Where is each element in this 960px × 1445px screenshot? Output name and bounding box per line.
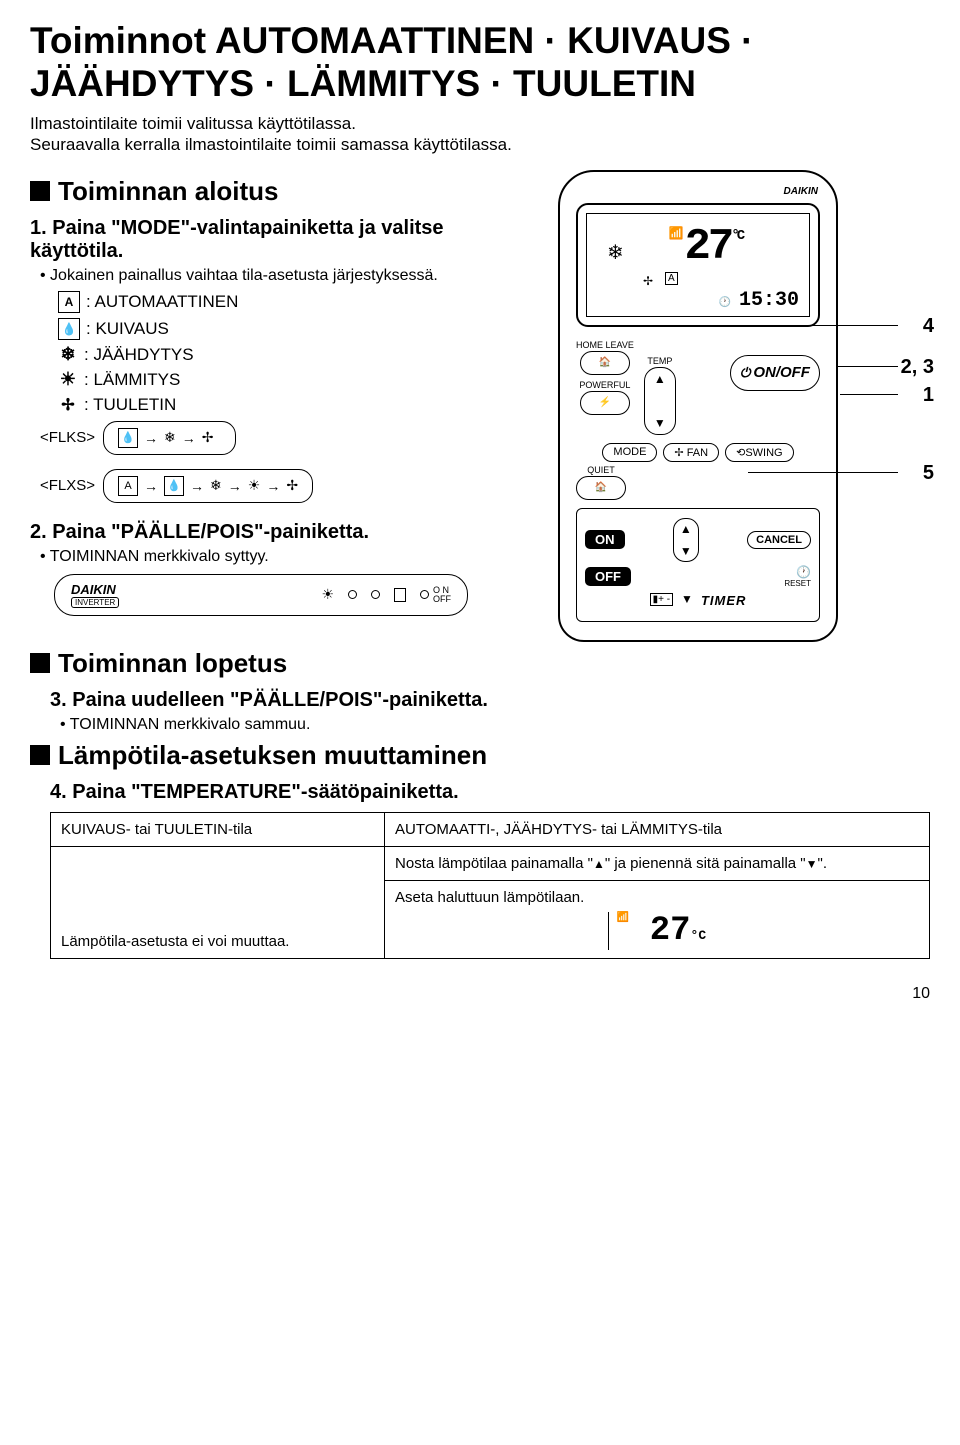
signal-icon: 📶 (669, 226, 681, 241)
clock-icon: 🕐 (719, 297, 731, 308)
led-icon (348, 590, 357, 599)
table-row: KUIVAUS- tai TUULETIN-tila AUTOMAATTI-, … (51, 812, 930, 846)
callout-4: 4 (923, 315, 934, 338)
down-icon: ▼ (681, 592, 693, 606)
cool-icon: ❄ (58, 345, 78, 365)
auto-icon: A (665, 272, 678, 285)
lcd-display: ❄ 📶 27 °C ✢ A 🕐 15:30 (576, 203, 820, 327)
step-4: 4. Paina "TEMPERATURE"-säätöpainiketta. (50, 781, 930, 804)
swing-icon: ⟲ (736, 447, 745, 459)
temperature-table: KUIVAUS- tai TUULETIN-tila AUTOMAATTI-, … (50, 812, 930, 959)
quiet-button[interactable]: 🏠 (576, 476, 626, 500)
modes-list: A: AUTOMAATTINEN 💧: KUIVAUS ❄: JÄÄHDYTYS… (58, 291, 530, 415)
timer-updown[interactable]: ▲ ▼ (673, 518, 699, 562)
dry-icon: 💧 (118, 428, 138, 448)
powerful-label: POWERFUL (579, 381, 630, 390)
page-number: 10 (30, 985, 930, 1003)
up-icon[interactable]: ▲ (680, 522, 692, 536)
square-bullet-icon (30, 745, 50, 765)
lcd-time: 15:30 (739, 289, 799, 312)
temp-down-icon[interactable]: ▼ (654, 416, 666, 430)
leader-line (748, 472, 898, 473)
up-triangle-icon: ▲ (593, 857, 605, 871)
temp-label: TEMP (647, 357, 672, 366)
flxs-sequence: <FLXS> A→ 💧→ ❄→ ☀→ ✢ (40, 469, 530, 503)
section-start: Toiminnan aloitus (30, 176, 530, 207)
daikin-logo: DAIKIN (784, 186, 818, 197)
step-2-note: TOIMINNAN merkkivalo syttyy. (52, 548, 530, 566)
reset-label: RESET (784, 579, 811, 588)
page-title: Toiminnot AUTOMAATTINEN · KUIVAUS · JÄÄH… (30, 20, 930, 105)
dry-icon: 💧 (164, 476, 184, 496)
remote-control: DAIKIN ❄ 📶 27 °C ✢ A 🕐 15:30 (558, 170, 838, 642)
timer-off-button[interactable]: OFF (585, 567, 631, 586)
auto-icon: A (58, 291, 80, 313)
table-cell: Nosta lämpötilaa painamalla "▲" ja piene… (385, 846, 930, 880)
leader-line (770, 325, 898, 326)
square-bullet-icon (30, 181, 50, 201)
table-cell: KUIVAUS- tai TUULETIN-tila (51, 812, 385, 846)
swing-button[interactable]: ⟲SWING (725, 443, 794, 462)
onoff-button[interactable]: ⏻ ON/OFF (730, 355, 820, 391)
temp-up-icon[interactable]: ▲ (654, 372, 666, 386)
inverter-badge: INVERTER (71, 597, 119, 608)
table-cell: Aseta haluttuun lämpötilaan. 📶 27°C (385, 880, 930, 958)
quiet-label: QUIET (587, 466, 615, 475)
sensor-icon (394, 588, 406, 602)
fan-icon: ✢ (58, 395, 78, 415)
timer-on-button[interactable]: ON (585, 530, 625, 549)
home-leave-button[interactable]: 🏠 (580, 351, 630, 375)
step-3: 3. Paina uudelleen "PÄÄLLE/POIS"-painike… (50, 689, 930, 712)
callout-23: 2, 3 (901, 356, 934, 379)
flks-sequence: <FLKS> 💧→ ❄→ ✢ (40, 421, 530, 455)
table-row: Lämpötila-asetusta ei voi muuttaa. Nosta… (51, 846, 930, 880)
sun-icon: ☀ (321, 586, 334, 603)
home-leave-label: HOME LEAVE (576, 341, 634, 350)
mode-button[interactable]: MODE (602, 443, 657, 462)
step-3-note: TOIMINNAN merkkivalo sammuu. (72, 716, 930, 734)
cool-icon: ❄ (607, 240, 624, 265)
daikin-logo: DAIKIN (71, 582, 119, 597)
section-stop: Toiminnan lopetus (30, 648, 930, 679)
fan-button[interactable]: ✢ FAN (663, 443, 719, 462)
auto-icon: A (118, 476, 138, 496)
powerful-button[interactable]: ⚡ (580, 391, 630, 415)
led-icon (371, 590, 380, 599)
step-2: 2. Paina "PÄÄLLE/POIS"-painiketta. (30, 521, 530, 544)
signal-icon: 📶 (617, 913, 629, 924)
leader-line (840, 394, 898, 395)
table-cell: Lämpötila-asetusta ei voi muuttaa. (51, 846, 385, 958)
table-cell: AUTOMAATTI-, JÄÄHDYTYS- tai LÄMMITYS-til… (385, 812, 930, 846)
callout-5: 5 (923, 462, 934, 485)
battery-icon: ▮+ - (650, 593, 673, 606)
dry-icon: 💧 (58, 318, 80, 340)
square-bullet-icon (30, 653, 50, 673)
down-icon[interactable]: ▼ (680, 544, 692, 558)
callout-1: 1 (923, 384, 934, 407)
table-temp-value: 27 (650, 912, 691, 950)
heat-icon: ☀ (58, 370, 78, 390)
temp-rocker[interactable]: ▲ ▼ (644, 367, 676, 435)
indoor-indicator: DAIKIN INVERTER ☀ O N OFF (54, 574, 468, 616)
led-icon (420, 590, 429, 599)
lcd-temp-value: 27 (685, 222, 732, 272)
step-1-note: Jokainen painallus vaihtaa tila-asetusta… (52, 267, 530, 285)
intro-text: Ilmastointilaite toimii valitussa käyttö… (30, 113, 930, 156)
timer-panel: ON ▲ ▼ CANCEL OFF 🕐 R (576, 508, 820, 622)
power-icon: ⏻ (740, 365, 750, 381)
fan-icon: ✢ (674, 447, 683, 459)
leader-line (836, 366, 898, 367)
step-1: 1. Paina "MODE"-valintapainiketta ja val… (30, 217, 530, 263)
fan-icon: ✢ (643, 274, 653, 288)
timer-label: TIMER (701, 593, 746, 608)
section-temp: Lämpötila-asetuksen muuttaminen (30, 740, 930, 771)
clock-icon: 🕐 (784, 565, 811, 579)
cancel-button[interactable]: CANCEL (747, 531, 811, 549)
down-triangle-icon: ▼ (806, 857, 818, 871)
